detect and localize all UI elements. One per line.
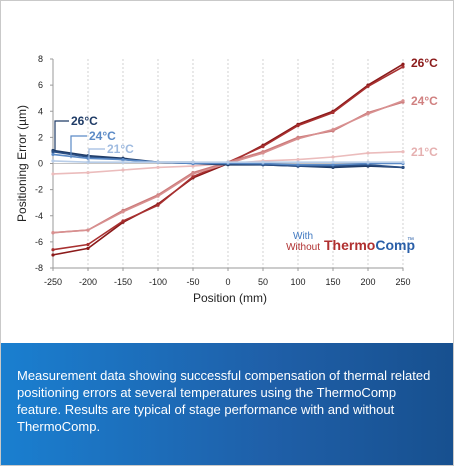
- positioning-error-chart: -8 -6 -4 -2 0 2 4 6 8 -250 -200 -150 -100 -50 0 50 100 15…: [15, 54, 438, 305]
- x-tick-label-0: -250: [44, 277, 62, 287]
- caption-text: Measurement data showing successful comp…: [17, 368, 431, 434]
- series-7-point-8: [331, 163, 335, 167]
- series-1-point-7: [296, 124, 300, 128]
- series-3-point-2: [121, 210, 125, 214]
- series-4-point-3: [156, 165, 160, 170]
- y-tick-label-0: -8: [35, 263, 43, 273]
- series-0-point-10: [401, 62, 405, 66]
- series-3-point-6: [261, 151, 265, 155]
- x-tick-label-2: -150: [114, 277, 132, 287]
- series-1-point-2: [121, 219, 125, 223]
- left-annotation-label-2: 21°C: [107, 142, 134, 156]
- series-4-point-1: [86, 171, 90, 175]
- legend-brand: ThermoComp: [324, 237, 415, 253]
- x-tick-label-5: 0: [225, 277, 230, 287]
- left-annotation-leader-1: [70, 135, 87, 159]
- series-7-point-2: [121, 157, 125, 162]
- series-4-point-8: [331, 155, 335, 159]
- series-4-point-0: [51, 172, 55, 176]
- left-annotation-label-0: 26°C: [71, 114, 98, 128]
- series-3-point-3: [156, 194, 160, 198]
- series-4-point-4: [191, 164, 195, 168]
- series-8-point-3: [156, 160, 160, 164]
- series-8-point-9: [366, 160, 370, 164]
- series-1-point-6: [261, 144, 265, 149]
- x-axis-title: Position (mm): [193, 291, 267, 305]
- series-4-point-10: [401, 150, 405, 154]
- y-tick-label-6: 4: [38, 106, 43, 116]
- series-6-point-0: [51, 150, 55, 154]
- y-tick-label-2: -4: [35, 211, 43, 221]
- y-tick-label-1: -6: [35, 237, 43, 247]
- legend-brand-part1: Thermo: [324, 237, 375, 253]
- left-annotation-label-1: 24°C: [89, 129, 116, 143]
- series-0-point-0: [51, 253, 55, 257]
- y-tick-label-5: 2: [38, 132, 43, 142]
- series-8-point-5: [226, 160, 230, 164]
- y-tick-label-7: 6: [38, 80, 43, 90]
- legend-without-label: Without: [286, 242, 320, 253]
- x-tick-label-6: 50: [258, 277, 268, 287]
- right-annotation-label-2: 21°C: [411, 145, 438, 159]
- series-1-point-4: [191, 174, 195, 179]
- series-8-point-0: [51, 159, 55, 163]
- right-annotation-label-1: 24°C: [411, 94, 438, 108]
- x-tick-label-3: -100: [149, 277, 167, 287]
- legend-brand-part2: Comp: [375, 237, 415, 253]
- y-tick-label-4: 0: [38, 159, 43, 169]
- series-1-point-1: [86, 242, 90, 247]
- series-1-point-9: [366, 84, 370, 89]
- series-3-point-4: [191, 172, 195, 176]
- x-tick-label-7: 100: [290, 277, 305, 287]
- series-1-point-3: [156, 203, 160, 207]
- left-annotation-leader-2: [88, 148, 105, 163]
- series-1-point-10: [401, 65, 405, 69]
- series-4-point-9: [366, 151, 370, 155]
- series-3-point-9: [366, 112, 370, 116]
- left-annotation-leader-0: [54, 120, 69, 151]
- y-tick-label-3: -2: [35, 185, 43, 195]
- x-tick-label-10: 250: [395, 277, 410, 287]
- series-3-point-1: [86, 228, 90, 232]
- right-annotation-label-0: 26°C: [411, 56, 438, 70]
- series-8-point-7: [296, 160, 300, 164]
- series-6-point-10: [401, 165, 405, 170]
- x-tick-label-8: 150: [325, 277, 340, 287]
- x-tick-label-1: -200: [79, 277, 97, 287]
- series-8-point-4: [191, 160, 195, 164]
- y-axis-title: Positioning Error (µm): [15, 105, 29, 222]
- series-3-point-0: [51, 231, 55, 235]
- series-4-point-7: [296, 157, 300, 162]
- series-3-point-8: [331, 127, 335, 132]
- y-tick-label-8: 8: [38, 54, 43, 64]
- series-1-point-0: [51, 248, 55, 252]
- series-8-point-6: [261, 160, 265, 164]
- series-0-point-1: [86, 246, 90, 251]
- chart-area: -8 -6 -4 -2 0 2 4 6 8 -250 -200 -150 -100 -50 0 50 100 15…: [1, 1, 453, 341]
- series-8-point-10: [401, 160, 405, 164]
- series-7-point-7: [296, 163, 300, 167]
- series-4-point-2: [121, 168, 125, 172]
- series-3-point-7: [296, 137, 300, 141]
- x-tick-label-4: -50: [186, 277, 199, 287]
- legend-with-label: With: [293, 231, 313, 242]
- series-8-point-2: [121, 160, 125, 164]
- series-3-point-10: [401, 99, 405, 103]
- series-8-point-8: [331, 160, 335, 164]
- caption-panel: Measurement data showing successful comp…: [1, 343, 453, 465]
- series-7-point-0: [51, 152, 55, 156]
- x-tick-label-9: 200: [360, 277, 375, 287]
- legend-trademark: ™: [407, 237, 414, 244]
- series-1-point-8: [331, 110, 335, 115]
